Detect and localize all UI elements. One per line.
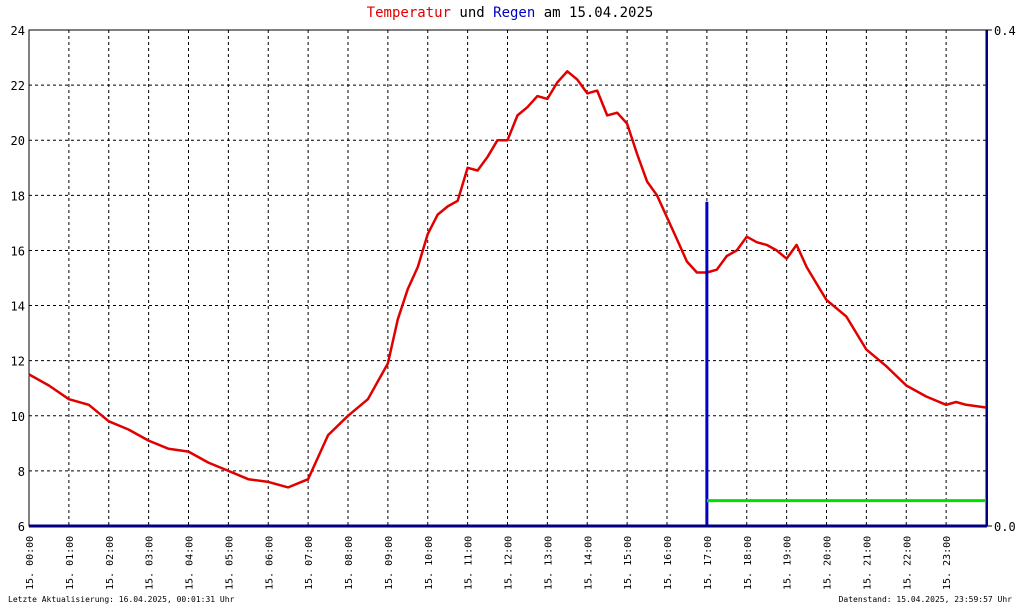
title-and: und — [459, 5, 485, 21]
title-rain: Regen — [493, 5, 536, 21]
x-tick-label: 15. 05:00 — [224, 536, 235, 590]
x-tick-label: 15. 12:00 — [504, 536, 515, 590]
y-left-tick-label: 24 — [11, 24, 25, 38]
x-tick-label: 15. 07:00 — [304, 536, 315, 590]
x-tick-label: 15. 03:00 — [145, 536, 156, 590]
x-tick-label: 15. 17:00 — [703, 536, 714, 590]
temperature-line — [28, 70, 987, 489]
x-tick-label: 15. 13:00 — [543, 536, 554, 590]
footer-data-status: Datenstand: 15.04.2025, 23:59:57 Uhr — [838, 595, 1012, 604]
y-right-tick-label: 0.0 — [994, 520, 1016, 534]
x-tick-label: 15. 20:00 — [823, 536, 834, 590]
x-tick-label: 15. 14:00 — [583, 536, 594, 590]
x-tick-label: 15. 10:00 — [424, 536, 435, 590]
y-left-tick-label: 20 — [11, 134, 25, 148]
x-tick-label: 15. 18:00 — [743, 536, 754, 590]
x-tick-label: 15. 23:00 — [942, 536, 953, 590]
x-tick-label: 15. 11:00 — [464, 536, 475, 590]
x-tick-label: 15. 02:00 — [105, 536, 116, 590]
x-tick-label: 15. 15:00 — [623, 536, 634, 590]
x-tick-label: 15. 08:00 — [344, 536, 355, 590]
x-tick-label: 15. 22:00 — [902, 536, 913, 590]
y-left-tick-label: 6 — [18, 520, 25, 534]
title-temperature: Temperatur — [366, 5, 451, 21]
x-tick-label: 15. 19:00 — [783, 536, 794, 590]
y-right-tick-label: 0.4 — [994, 24, 1016, 38]
y-left-tick-label: 22 — [11, 79, 25, 93]
y-left-tick-label: 16 — [11, 244, 25, 258]
x-tick-label: 15. 01:00 — [65, 536, 76, 590]
chart-title: Temperatur und Regen am 15.04.2025 — [0, 5, 1020, 21]
y-left-tick-label: 10 — [11, 410, 25, 424]
y-left-tick-label: 18 — [11, 189, 25, 203]
x-tick-label: 15. 04:00 — [185, 536, 196, 590]
x-tick-label: 15. 09:00 — [384, 536, 395, 590]
x-tick-label: 15. 06:00 — [264, 536, 275, 590]
x-tick-label: 15. 16:00 — [663, 536, 674, 590]
x-tick-label: 15. 00:00 — [25, 536, 36, 590]
y-left-tick-label: 8 — [18, 465, 25, 479]
y-left-tick-label: 14 — [11, 300, 25, 314]
x-tick-label: 15. 21:00 — [862, 536, 873, 590]
title-date: am 15.04.2025 — [543, 5, 654, 21]
y-left-tick-label: 12 — [11, 355, 25, 369]
footer-last-update: Letzte Aktualisierung: 16.04.2025, 00:01… — [8, 595, 235, 604]
